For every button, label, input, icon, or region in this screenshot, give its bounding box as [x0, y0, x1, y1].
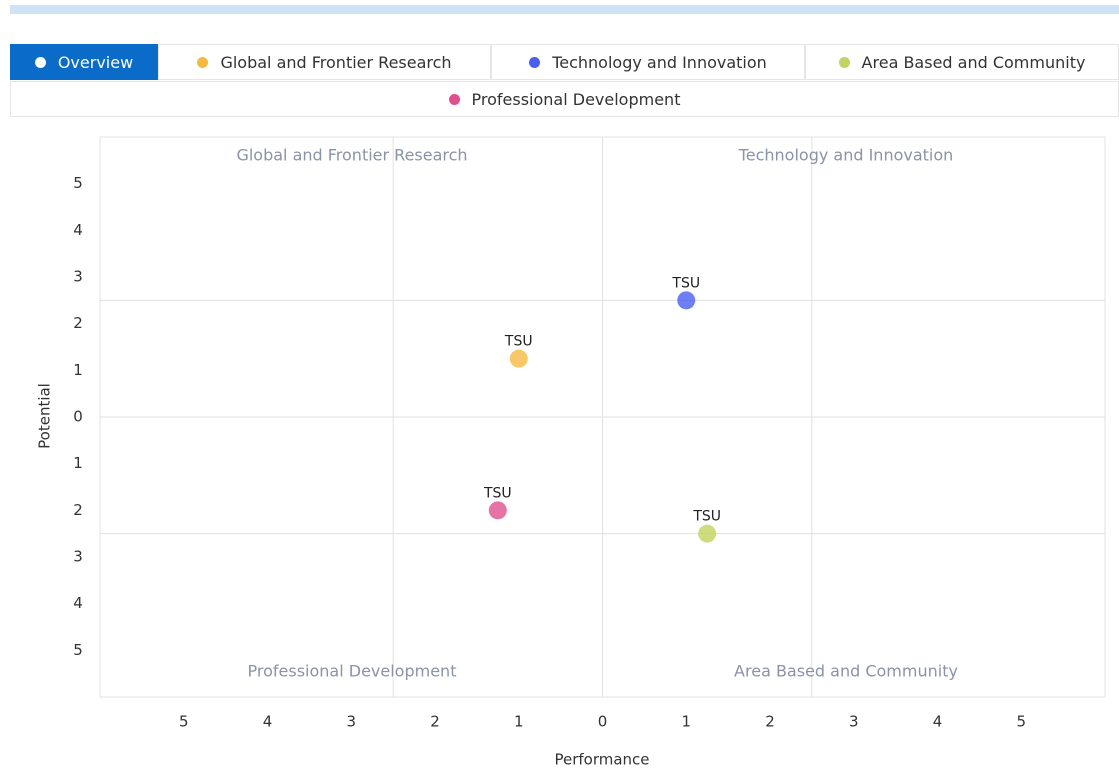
y-tick-label: 1	[73, 454, 83, 472]
series-tab[interactable]: Professional Development	[10, 81, 1119, 117]
x-tick-label: 4	[933, 713, 943, 731]
point-label: TSU	[671, 275, 700, 291]
tab-dot	[197, 56, 209, 68]
quadrant-label: Professional Development	[248, 662, 457, 681]
y-tick-label: 1	[73, 361, 83, 379]
legend-label: Technology and Innovation	[552, 52, 767, 72]
y-tick-label: 2	[73, 501, 83, 519]
x-tick-label: 5	[179, 713, 189, 731]
quadrant-label: Global and Frontier Research	[236, 146, 467, 165]
x-tick-label: 3	[346, 713, 356, 731]
point-label: TSU	[504, 334, 533, 350]
y-tick-label: 5	[73, 174, 83, 192]
y-tick-label: 4	[73, 221, 83, 239]
overview-tab[interactable]: Overview	[10, 44, 158, 80]
scatter-point	[677, 291, 696, 310]
x-tick-label: 3	[849, 713, 859, 731]
tab-dot	[529, 56, 541, 68]
y-axis-label: Potential	[36, 383, 54, 449]
series-tab[interactable]: Global and Frontier Research	[158, 44, 491, 80]
tab-dot	[838, 56, 850, 68]
y-tick-label: 4	[73, 594, 83, 612]
y-tick-label: 3	[73, 548, 83, 566]
legend-label: Professional Development	[471, 89, 681, 109]
y-tick-label: 3	[73, 268, 83, 286]
quadrant-label: Area Based and Community	[734, 662, 958, 681]
x-tick-label: 1	[681, 713, 691, 731]
top-bar	[10, 5, 1119, 14]
x-tick-label: 5	[1016, 713, 1026, 731]
x-tick-label: 0	[598, 713, 608, 731]
x-axis-label: Performance	[554, 751, 649, 769]
y-tick-label: 5	[73, 641, 83, 659]
scatter-point	[698, 524, 717, 543]
y-tick-label: 0	[73, 408, 83, 426]
tab-label: Overview	[57, 52, 134, 72]
scatter-point	[509, 349, 528, 368]
point-label: TSU	[483, 485, 512, 501]
x-tick-label: 4	[263, 713, 273, 731]
x-tick-label: 1	[514, 713, 524, 731]
x-tick-label: 2	[430, 713, 440, 731]
scatter-point	[488, 501, 507, 520]
quadrant-label: Technology and Innovation	[738, 146, 954, 165]
tab-dot	[34, 56, 46, 68]
y-tick-label: 2	[73, 314, 83, 332]
legend-label: Area Based and Community	[861, 52, 1086, 72]
x-tick-label: 2	[765, 713, 775, 731]
legend-label: Global and Frontier Research	[220, 52, 452, 72]
point-label: TSU	[692, 509, 721, 525]
tab-dot	[448, 93, 460, 105]
series-tab[interactable]: Technology and Innovation	[491, 44, 805, 80]
